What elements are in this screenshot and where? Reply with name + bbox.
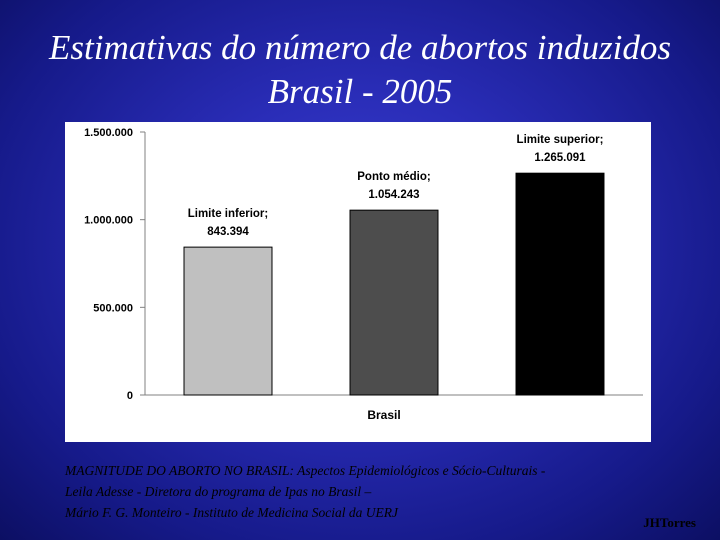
bar-data-label: Ponto médio; bbox=[357, 171, 430, 183]
x-axis-label: Brasil bbox=[367, 408, 400, 422]
bar-data-label: 843.394 bbox=[207, 226, 249, 238]
y-tick-label: 1.000.000 bbox=[84, 215, 133, 227]
source-caption: MAGNITUDE DO ABORTO NO BRASIL: Aspectos … bbox=[65, 460, 685, 523]
caption-line-1: MAGNITUDE DO ABORTO NO BRASIL: Aspectos … bbox=[65, 463, 546, 478]
caption-line-2: Leila Adesse - Diretora do programa de I… bbox=[65, 484, 372, 499]
y-tick-label: 500.000 bbox=[93, 302, 133, 314]
bar-2 bbox=[349, 209, 439, 396]
slide-title-line-1: Estimativas do número de abortos induzid… bbox=[49, 28, 671, 67]
chart-panel: 0 500.000 1.000.000 1.500.000 Limite inferio… bbox=[65, 122, 651, 442]
bar-3 bbox=[515, 172, 605, 396]
y-tick-label: 0 bbox=[127, 390, 133, 402]
bar-data-label: 1.265.091 bbox=[534, 152, 586, 164]
y-tick-label: 1.500.000 bbox=[84, 127, 133, 139]
bar-data-label: 1.054.243 bbox=[368, 189, 419, 201]
caption-line-3: Mário F. G. Monteiro - Instituto de Medi… bbox=[65, 505, 398, 520]
author-credit: JHTorres bbox=[643, 515, 696, 530]
bar-1 bbox=[183, 246, 273, 396]
slide-title: Estimativas do número de abortos induzid… bbox=[0, 26, 720, 114]
bar-chart: 0 500.000 1.000.000 1.500.000 Limite inferio… bbox=[84, 127, 643, 422]
slide-title-line-2: Brasil - 2005 bbox=[267, 72, 453, 111]
bar-data-label: Limite inferior; bbox=[188, 208, 269, 220]
bar-data-label: Limite superior; bbox=[517, 134, 604, 146]
